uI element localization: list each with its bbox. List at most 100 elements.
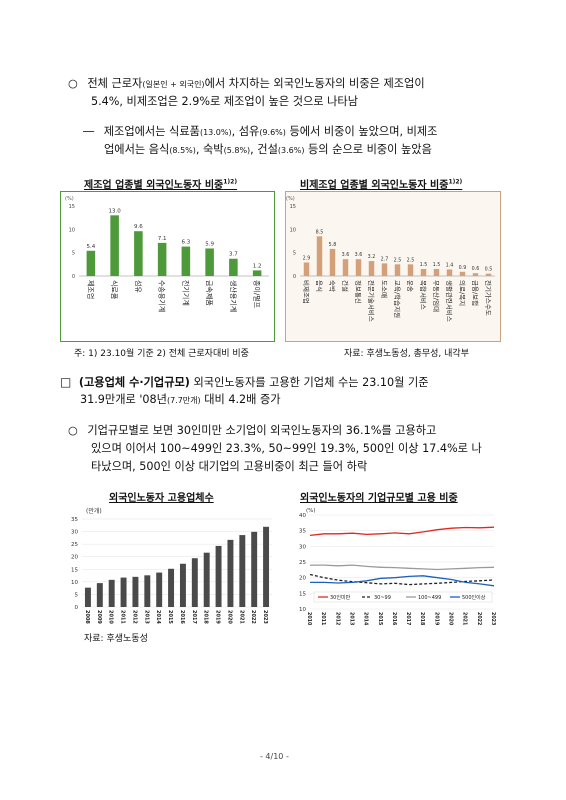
dash-marker: ― xyxy=(83,125,95,138)
bar xyxy=(227,539,234,607)
y-tick-label: 35 xyxy=(71,517,78,523)
x-tick-label: 식료품 xyxy=(110,280,119,300)
bar xyxy=(263,526,270,607)
text: , 숙박 xyxy=(195,143,224,156)
series-line xyxy=(310,564,495,571)
bar xyxy=(157,242,167,276)
unit-label: (%) xyxy=(306,508,316,514)
x-tick-label: 건설 xyxy=(341,280,350,292)
text-small: (8.5%) xyxy=(169,146,196,155)
x-tick-label: 2012 xyxy=(131,610,137,624)
y-tick-label: 15 xyxy=(290,204,296,210)
x-tick-label: 2016 xyxy=(179,610,185,624)
bar xyxy=(181,246,191,276)
data-label: 0.6 xyxy=(472,266,480,272)
bar xyxy=(168,568,175,607)
x-tick-label: 섬유 xyxy=(134,280,143,293)
bar xyxy=(368,261,375,276)
x-tick-label: 전기기계 xyxy=(181,280,190,306)
bar xyxy=(355,259,362,276)
x-tick-label: 2014 xyxy=(155,610,161,624)
text: , 건설 xyxy=(250,143,278,156)
section-line2: 31.9만개로 '08년(7.7만개) 대비 4.2배 증가 xyxy=(80,393,281,408)
bar xyxy=(446,269,453,276)
data-label: 3.7 xyxy=(229,252,238,258)
x-tick-label: 2010 xyxy=(306,612,312,626)
y-tick-label: 10 xyxy=(69,227,75,233)
text-small: (5.8%) xyxy=(223,146,251,155)
bar xyxy=(134,231,143,276)
x-tick-label: 2023 xyxy=(490,612,496,625)
y-tick-label: 5 xyxy=(293,251,296,257)
y-tick-label: 0 xyxy=(293,274,296,280)
data-label: 5.9 xyxy=(205,241,214,247)
x-tick-label: 복합서비스 xyxy=(419,280,428,310)
y-tick-label: 15 xyxy=(69,204,75,210)
x-tick-label: 2015 xyxy=(167,610,173,624)
bar xyxy=(110,215,119,276)
data-label: 3.6 xyxy=(355,252,363,258)
text: 업에서는 음식 xyxy=(104,143,170,156)
chart1-title-sup: 1)2) xyxy=(223,178,238,186)
bar xyxy=(84,587,91,607)
text-small: (3.6%) xyxy=(277,146,305,155)
section-heading: (고용업체 수·기업규모) xyxy=(78,376,190,389)
text: 제조업에서는 식료품 xyxy=(103,125,200,138)
bar xyxy=(316,236,323,276)
bar xyxy=(381,263,388,276)
text: 등의 순으로 비중이 높았음 xyxy=(304,143,432,156)
legend-box xyxy=(313,591,493,603)
text: , 섬유 xyxy=(231,125,260,138)
data-label: 0.5 xyxy=(485,267,493,273)
x-tick-label: 금융/보험 xyxy=(471,280,479,306)
data-label: 2.9 xyxy=(303,255,311,261)
x-tick-label: 2017 xyxy=(405,612,411,625)
text: 31.9만개로 '08년 xyxy=(80,393,167,406)
bar xyxy=(156,572,163,607)
x-tick-label: 2015 xyxy=(377,612,383,625)
bar xyxy=(252,270,262,276)
bar xyxy=(229,258,238,276)
data-label: 2.7 xyxy=(381,256,389,262)
x-tick-label: 전기가스수도 xyxy=(484,280,493,316)
y-tick-label: 35 xyxy=(299,529,306,535)
legend-label: 30~99 xyxy=(374,595,391,601)
x-tick-label: 2010 xyxy=(108,610,114,624)
bar xyxy=(329,248,336,276)
bar xyxy=(459,271,466,276)
y-tick-label: 30 xyxy=(71,530,78,536)
x-tick-label: 2013 xyxy=(348,612,354,625)
text: 에서 차지하는 외국인노동자의 비중은 제조업이 xyxy=(204,77,425,90)
data-label: 0.9 xyxy=(459,265,467,271)
text-small: (7.7만개) xyxy=(166,396,201,405)
x-tick-label: 수송용기계 xyxy=(158,280,167,312)
data-label: 1.4 xyxy=(446,262,454,268)
y-tick-label: 25 xyxy=(299,560,306,566)
bullet2-line2: 있으며 이어서 100~499인 23.3%, 50~99인 19.3%, 50… xyxy=(91,442,482,455)
chart2-svg: (%) 0 5 10 15 2.9 비제조업 8.5 음식 5.8 숙박 3.6 건설 3.6 정보통신 3.… xyxy=(285,191,501,342)
x-tick-label: 2021 xyxy=(462,612,468,625)
chart1-title: 제조업 업종별 외국인노동자 비중1)2) xyxy=(84,176,237,191)
chart2-title-text: 비제조업 업종별 외국인노동자 비중 xyxy=(300,180,449,191)
y-tick-label: 5 xyxy=(72,251,75,257)
chart2-title-sup: 1)2) xyxy=(448,178,463,186)
x-tick-label: 의료/복지 xyxy=(458,280,467,306)
x-tick-label: 2018 xyxy=(203,610,209,624)
chart3-source: 자료: 후생노동성 xyxy=(84,634,148,644)
bar xyxy=(215,545,222,607)
text: 기업규모별로 보면 30인미만 소기업이 외국인노동자의 36.1%를 고용하고 xyxy=(87,424,437,437)
chart2-title: 비제조업 업종별 외국인노동자 비중1)2) xyxy=(300,176,462,191)
x-tick-label: 2013 xyxy=(143,610,149,624)
x-tick-label: 운송 xyxy=(406,280,414,292)
chart1-footnote: 주: 1) 23.10월 기준 2) 전체 근로자대비 비중 xyxy=(74,349,249,359)
chart1-svg: (%) 0 5 10 15 5.4 제조업 13.0 식료품 9.6 섬유 7.1 수송용기계 6.3 전기… xyxy=(60,191,275,342)
series-line xyxy=(309,526,495,537)
bar xyxy=(239,535,246,607)
data-label: 7.1 xyxy=(158,236,167,242)
x-tick-label: 종이/펄프 xyxy=(253,280,262,309)
bullet1-line1: ○ 전체 근로자(일본인 + 외국인)에서 차지하는 외국인노동자의 비중은 제… xyxy=(68,77,425,92)
bar xyxy=(420,269,427,276)
data-label: 3.2 xyxy=(368,254,376,260)
bar xyxy=(472,273,479,276)
y-tick-label: 20 xyxy=(299,576,306,582)
